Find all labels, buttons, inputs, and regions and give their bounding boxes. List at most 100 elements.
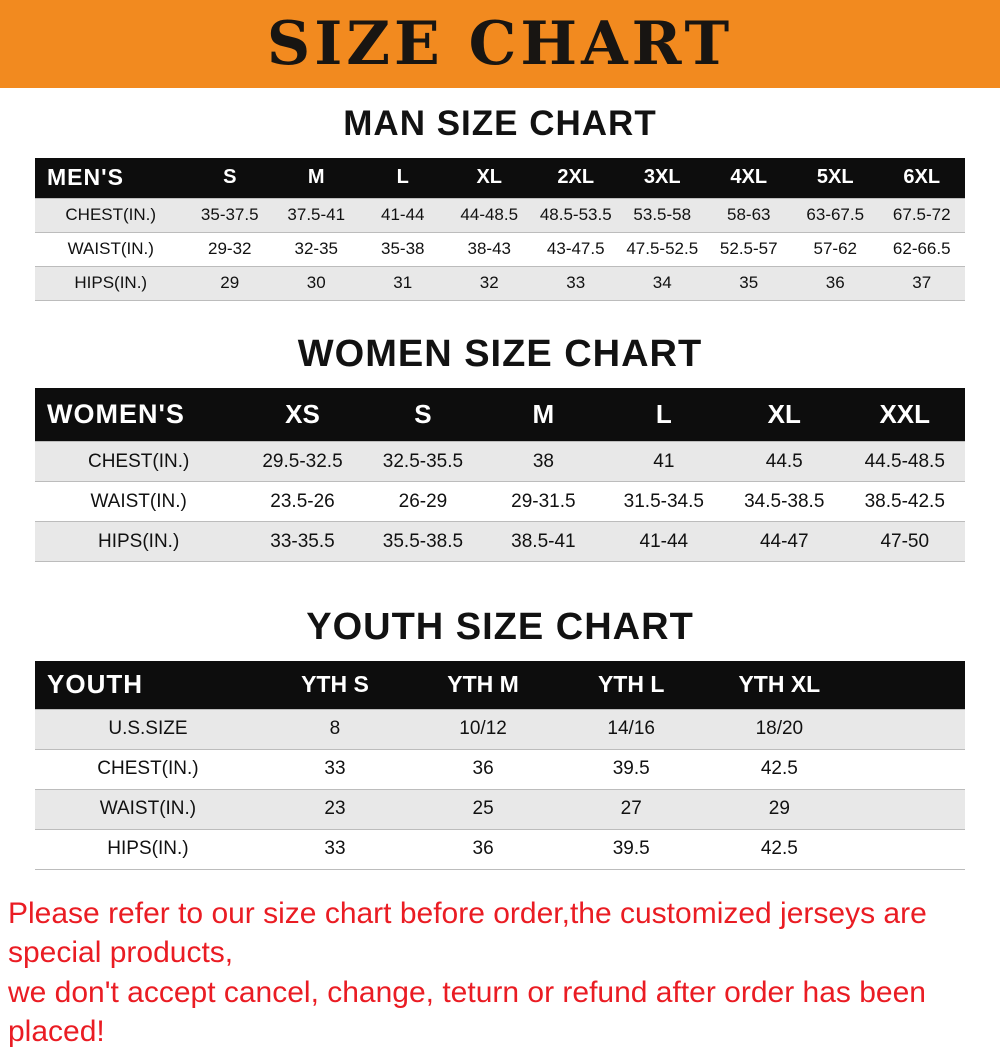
table-header-row: WOMEN'S XS S M L XL XXL xyxy=(35,387,965,442)
size-value-cell: 38 xyxy=(532,450,554,472)
size-column-header: YTH L xyxy=(597,671,665,698)
size-column-header: 5XL xyxy=(816,166,854,189)
size-charts-area: MAN SIZE CHART MEN'S S M L XL 2XL 3XL 4XL 5XL 6XL… xyxy=(0,106,1000,870)
table-row: CHEST(IN.) 29.5-32.5 32.5-35.5 38 41 44.5 44.5… xyxy=(35,441,965,482)
size-column-header: M xyxy=(307,166,325,189)
size-value-cell: 58-63 xyxy=(727,205,771,224)
size-column-header: 3XL xyxy=(643,166,681,189)
row-spacer-cell xyxy=(853,789,965,829)
row-label: WAIST(IN.) xyxy=(99,798,197,819)
table-row: CHEST(IN.) 33 36 39.5 42.5 xyxy=(35,749,965,789)
women-size-section: WOMEN SIZE CHART WOMEN'S XS S M L XL XXL CHEST(… xyxy=(0,335,1000,563)
table-row: HIPS(IN.) 33 36 39.5 42.5 xyxy=(35,829,965,869)
size-value-cell: 31.5-34.5 xyxy=(623,490,704,512)
size-value-cell: 48.5-53.5 xyxy=(539,205,612,224)
size-value-cell: 29 xyxy=(220,273,240,292)
size-value-cell: 35.5-38.5 xyxy=(382,530,464,552)
size-value-cell: 35-37.5 xyxy=(200,205,259,224)
size-column-header: 6XL xyxy=(903,166,941,189)
size-column-header: L xyxy=(655,398,672,429)
size-value-cell: 44-47 xyxy=(759,530,809,552)
size-value-cell: 63-67.5 xyxy=(806,205,865,224)
size-value-cell: 37.5-41 xyxy=(287,205,346,224)
size-value-cell: 33 xyxy=(566,273,586,292)
size-value-cell: 32-35 xyxy=(294,239,338,258)
row-spacer-cell xyxy=(853,749,965,789)
size-column-header: L xyxy=(396,166,409,189)
size-column-header: XL xyxy=(476,166,503,189)
size-column-header: S xyxy=(414,398,432,429)
table-row: WAIST(IN.) 23 25 27 29 xyxy=(35,789,965,829)
header-spacer-cell xyxy=(853,661,965,709)
size-value-cell: 39.5 xyxy=(612,838,650,859)
size-value-cell: 38.5-42.5 xyxy=(864,490,945,512)
size-value-cell: 67.5-72 xyxy=(892,205,951,224)
row-label: WAIST(IN.) xyxy=(90,490,187,512)
notice-line-1: Please refer to our size chart before or… xyxy=(8,896,927,970)
size-value-cell: 23.5-26 xyxy=(270,490,335,512)
size-column-header: M xyxy=(532,398,555,429)
page-title: SIZE CHART xyxy=(266,9,734,79)
size-value-cell: 37 xyxy=(912,273,932,292)
table-header-row: YOUTH YTH S YTH M YTH L YTH XL xyxy=(35,661,965,709)
table-row: WAIST(IN.) 29-32 32-35 35-38 38-43 43-47.5 47.… xyxy=(35,232,965,266)
size-value-cell: 41-44 xyxy=(639,530,689,552)
youth-size-table: YOUTH YTH S YTH M YTH L YTH XL U.S.SIZE 8 10/12… xyxy=(35,661,965,870)
youth-size-section: YOUTH SIZE CHART YOUTH YTH S YTH M YTH L YTH… xyxy=(0,608,1000,870)
youth-section-heading: YOUTH SIZE CHART xyxy=(306,606,694,648)
size-value-cell: 29-31.5 xyxy=(511,490,576,512)
size-value-cell: 53.5-58 xyxy=(633,205,692,224)
size-value-cell: 44.5-48.5 xyxy=(864,450,945,472)
size-value-cell: 23 xyxy=(324,798,346,819)
size-value-cell: 36 xyxy=(472,758,494,779)
size-column-header: 2XL xyxy=(557,166,595,189)
size-value-cell: 33 xyxy=(324,758,346,779)
row-spacer-cell xyxy=(853,829,965,869)
size-value-cell: 42.5 xyxy=(760,758,798,779)
table-row: CHEST(IN.) 35-37.5 37.5-41 41-44 44-48.5 48.5… xyxy=(35,198,965,232)
size-column-header: XXL xyxy=(879,398,931,429)
size-value-cell: 44-48.5 xyxy=(460,205,519,224)
size-value-cell: 44.5 xyxy=(765,450,803,472)
table-corner-label: YOUTH xyxy=(47,669,143,700)
size-value-cell: 29 xyxy=(768,798,790,819)
row-label: WAIST(IN.) xyxy=(67,239,154,258)
row-label: U.S.SIZE xyxy=(108,718,188,739)
size-value-cell: 33 xyxy=(324,838,346,859)
size-value-cell: 30 xyxy=(306,273,326,292)
size-value-cell: 57-62 xyxy=(813,239,857,258)
size-value-cell: 32 xyxy=(479,273,499,292)
size-value-cell: 25 xyxy=(472,798,494,819)
size-value-cell: 41 xyxy=(653,450,675,472)
size-column-header: YTH XL xyxy=(738,671,821,698)
table-corner-label: WOMEN'S xyxy=(47,398,185,429)
men-size-table: MEN'S S M L XL 2XL 3XL 4XL 5XL 6XL CHEST(IN.) 35-37… xyxy=(35,158,965,301)
size-value-cell: 26-29 xyxy=(398,490,448,512)
size-value-cell: 18/20 xyxy=(755,718,804,739)
size-value-cell: 32.5-35.5 xyxy=(382,450,464,472)
size-value-cell: 35 xyxy=(739,273,759,292)
table-row: WAIST(IN.) 23.5-26 26-29 29-31.5 31.5-34.5 34… xyxy=(35,481,965,522)
row-label: CHEST(IN.) xyxy=(87,450,190,472)
row-label: CHEST(IN.) xyxy=(97,758,199,779)
size-column-header: 4XL xyxy=(730,166,768,189)
size-value-cell: 62-66.5 xyxy=(892,239,951,258)
size-column-header: S xyxy=(223,166,237,189)
row-label: CHEST(IN.) xyxy=(65,205,157,224)
size-column-header: XL xyxy=(767,398,801,429)
size-value-cell: 34.5-38.5 xyxy=(744,490,825,512)
size-column-header: XS xyxy=(285,398,320,429)
size-value-cell: 31 xyxy=(393,273,413,292)
table-row: HIPS(IN.) 33-35.5 35.5-38.5 38.5-41 41-44 44-… xyxy=(35,521,965,562)
row-label: HIPS(IN.) xyxy=(98,530,180,552)
men-size-section: MAN SIZE CHART MEN'S S M L XL 2XL 3XL 4XL 5XL 6XL… xyxy=(0,106,1000,301)
size-value-cell: 10/12 xyxy=(459,718,507,739)
men-section-heading: MAN SIZE CHART xyxy=(343,104,657,143)
size-value-cell: 38-43 xyxy=(467,239,511,258)
size-value-cell: 52.5-57 xyxy=(719,239,778,258)
size-value-cell: 39.5 xyxy=(612,758,650,779)
row-label: HIPS(IN.) xyxy=(107,838,189,859)
size-value-cell: 33-35.5 xyxy=(270,530,335,552)
size-value-cell: 8 xyxy=(329,718,341,739)
